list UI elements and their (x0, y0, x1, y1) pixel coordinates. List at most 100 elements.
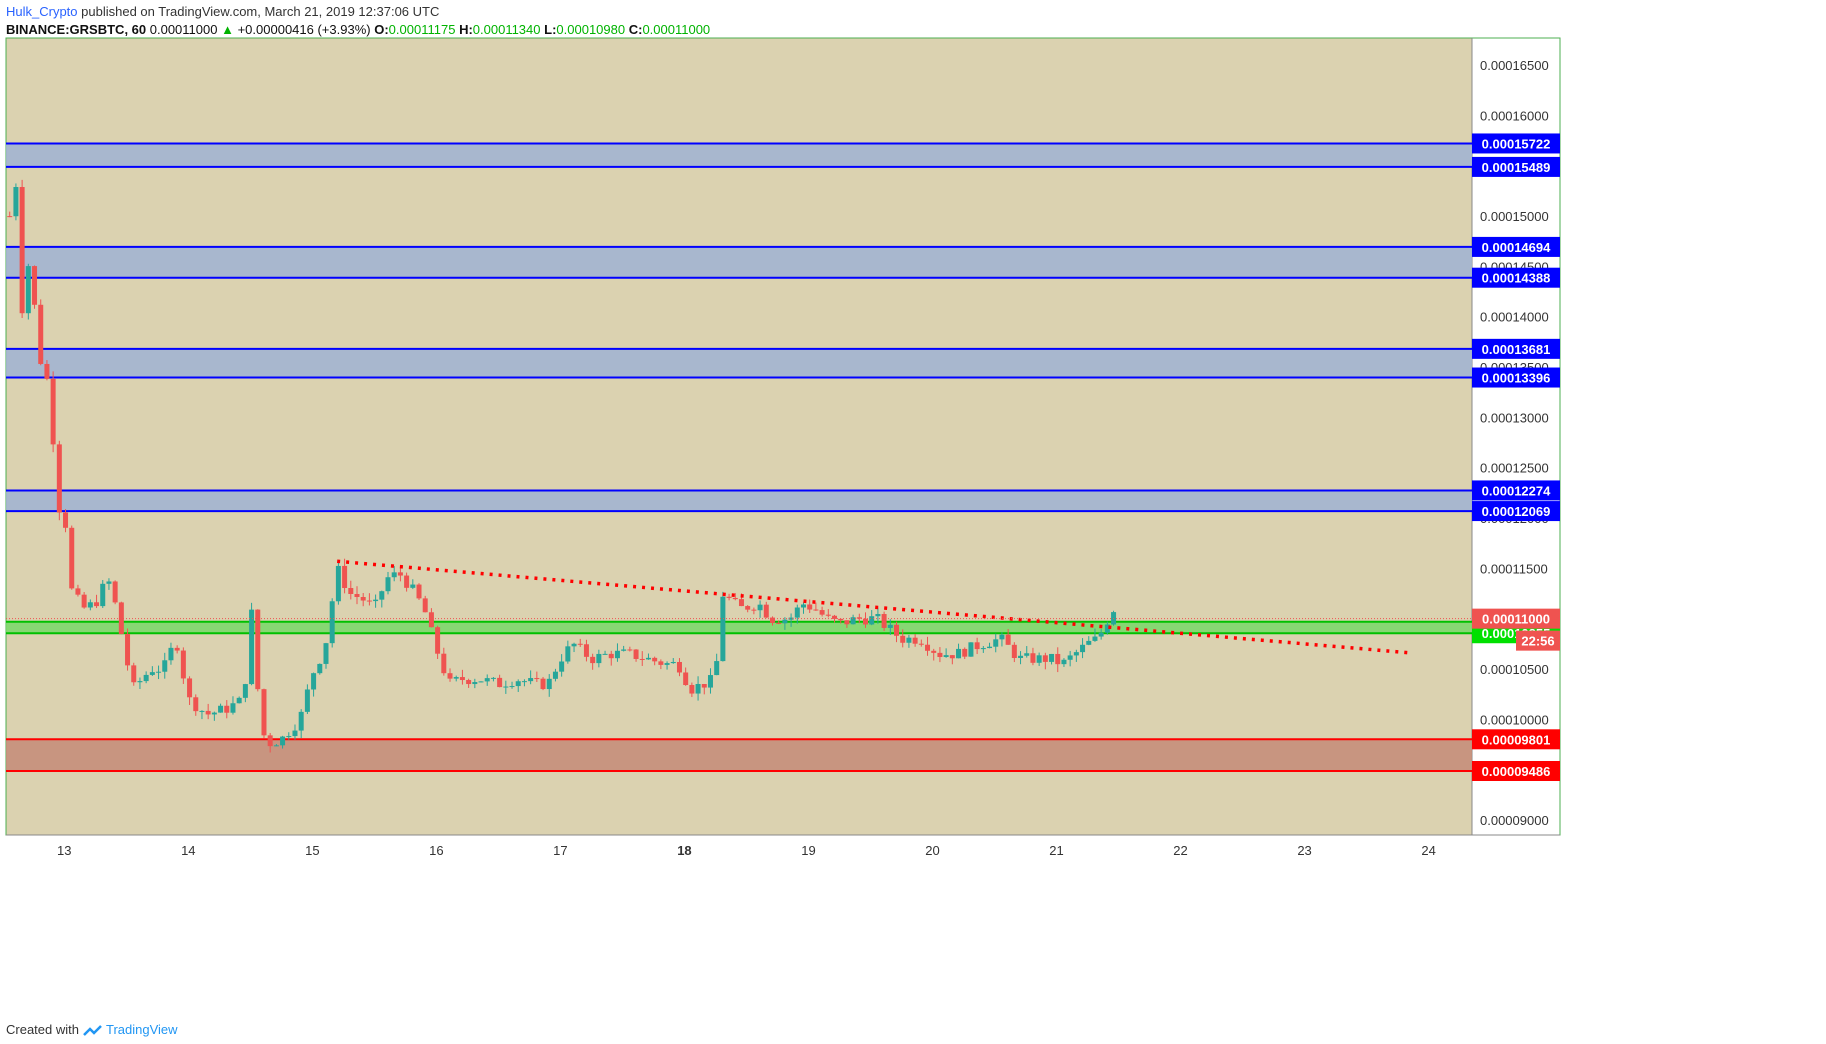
candle-body (596, 653, 602, 664)
candle-body (205, 710, 211, 715)
candle-body (980, 648, 986, 650)
candle-body (918, 643, 924, 645)
candle-body (912, 637, 918, 644)
candle-body (1055, 653, 1061, 665)
countdown-bg (1516, 630, 1560, 651)
zone-bottom-price-label-bg (1472, 760, 1560, 781)
candle-body (211, 712, 217, 715)
candle-body (906, 637, 912, 643)
candle-body (664, 663, 670, 665)
candle-body (224, 705, 230, 713)
candle-body (1080, 644, 1086, 653)
candle-body (769, 617, 775, 623)
high-label: H: (459, 22, 473, 37)
zone-top-price-label: 0.00015722 (1482, 136, 1551, 151)
candle-body (974, 642, 980, 650)
candle-body (447, 673, 453, 679)
candle-body (881, 614, 887, 628)
candle-body (503, 686, 509, 688)
candle-body (335, 565, 341, 602)
candle-body (472, 682, 478, 685)
current-price-label-bg (1472, 608, 1560, 629)
zone-top-price-label: 0.00014694 (1482, 240, 1551, 255)
candle-body (230, 703, 236, 713)
candle-body (652, 657, 658, 662)
zone-bottom-price-label: 0.00009486 (1482, 764, 1551, 779)
candle-body (583, 644, 589, 657)
candle-body (968, 642, 974, 657)
candle-body (689, 685, 695, 694)
y-tick-label: 0.00016000 (1480, 108, 1549, 123)
zone-bottom-price-label: 0.00013396 (1482, 371, 1551, 386)
countdown-label: 22:56 (1521, 634, 1554, 649)
candle-body (106, 581, 112, 584)
y-tick-label: 0.00011500 (1480, 561, 1548, 576)
candle-body (187, 678, 193, 698)
candle-body (788, 617, 794, 620)
candle-body (360, 597, 366, 601)
candle-body (707, 675, 713, 688)
candle-body (168, 647, 174, 661)
candle-body (379, 591, 385, 600)
candle-body (273, 745, 279, 747)
up-arrow-icon: ▲ (221, 22, 234, 37)
zone-bottom-price-label: 0.00015489 (1482, 160, 1551, 175)
y-tick-label: 0.00013000 (1480, 410, 1549, 425)
tradingview-link[interactable]: TradingView (106, 1022, 178, 1037)
candle-body (757, 604, 763, 611)
candle-body (1018, 655, 1024, 658)
candle-body (943, 655, 949, 658)
candle-body (63, 512, 69, 528)
zone-top-price-label-bg (1472, 729, 1560, 750)
candle-body (1024, 653, 1030, 656)
candle-body (832, 615, 838, 619)
candle-body (87, 602, 93, 608)
y-tick-label: 0.00014000 (1480, 310, 1549, 325)
candle-body (645, 657, 651, 660)
current-price-label: 0.00011000 (1482, 612, 1550, 627)
candle-body (856, 617, 862, 619)
candle-body (838, 618, 844, 621)
candle-body (1005, 634, 1011, 645)
candle-body (714, 661, 720, 676)
x-tick-label: 23 (1297, 843, 1311, 858)
candle-body (546, 678, 552, 690)
candle-body (1104, 624, 1110, 633)
candle-body (348, 588, 354, 595)
candle-body (75, 588, 81, 595)
candle-body (844, 620, 850, 625)
y-tick-label: 0.00010000 (1480, 712, 1549, 727)
candle-body (385, 577, 391, 592)
candle-body (937, 652, 943, 658)
tradingview-logo-icon (82, 1024, 102, 1036)
x-tick-label: 18 (677, 843, 691, 858)
candle-body (1092, 636, 1098, 641)
candles (7, 179, 1117, 753)
candle-body (900, 635, 906, 643)
zone-bottom-price-label: 0.00012069 (1482, 504, 1551, 519)
x-tick-label: 17 (553, 843, 567, 858)
candle-body (484, 678, 490, 682)
candle-body (782, 619, 788, 624)
y-tick-label: 0.00012500 (1480, 461, 1549, 476)
candle-body (304, 689, 310, 712)
candle-body (1098, 632, 1104, 637)
candle-body (125, 633, 131, 666)
plot-background (6, 38, 1472, 835)
candle-body (925, 644, 931, 651)
blue-zone (6, 348, 1472, 378)
candle-body (478, 681, 484, 683)
author-link[interactable]: Hulk_Crypto (6, 4, 78, 19)
candle-body (999, 634, 1005, 640)
candle-body (800, 604, 806, 608)
candle-body (311, 673, 317, 690)
candle-body (1011, 644, 1017, 658)
published-text: published on TradingView.com, March 21, … (81, 4, 440, 19)
candle-body (577, 643, 583, 645)
candle-body (894, 624, 900, 636)
candle-body (81, 594, 87, 608)
candle-body (608, 653, 614, 659)
candle-body (639, 658, 645, 660)
candle-body (180, 650, 186, 679)
